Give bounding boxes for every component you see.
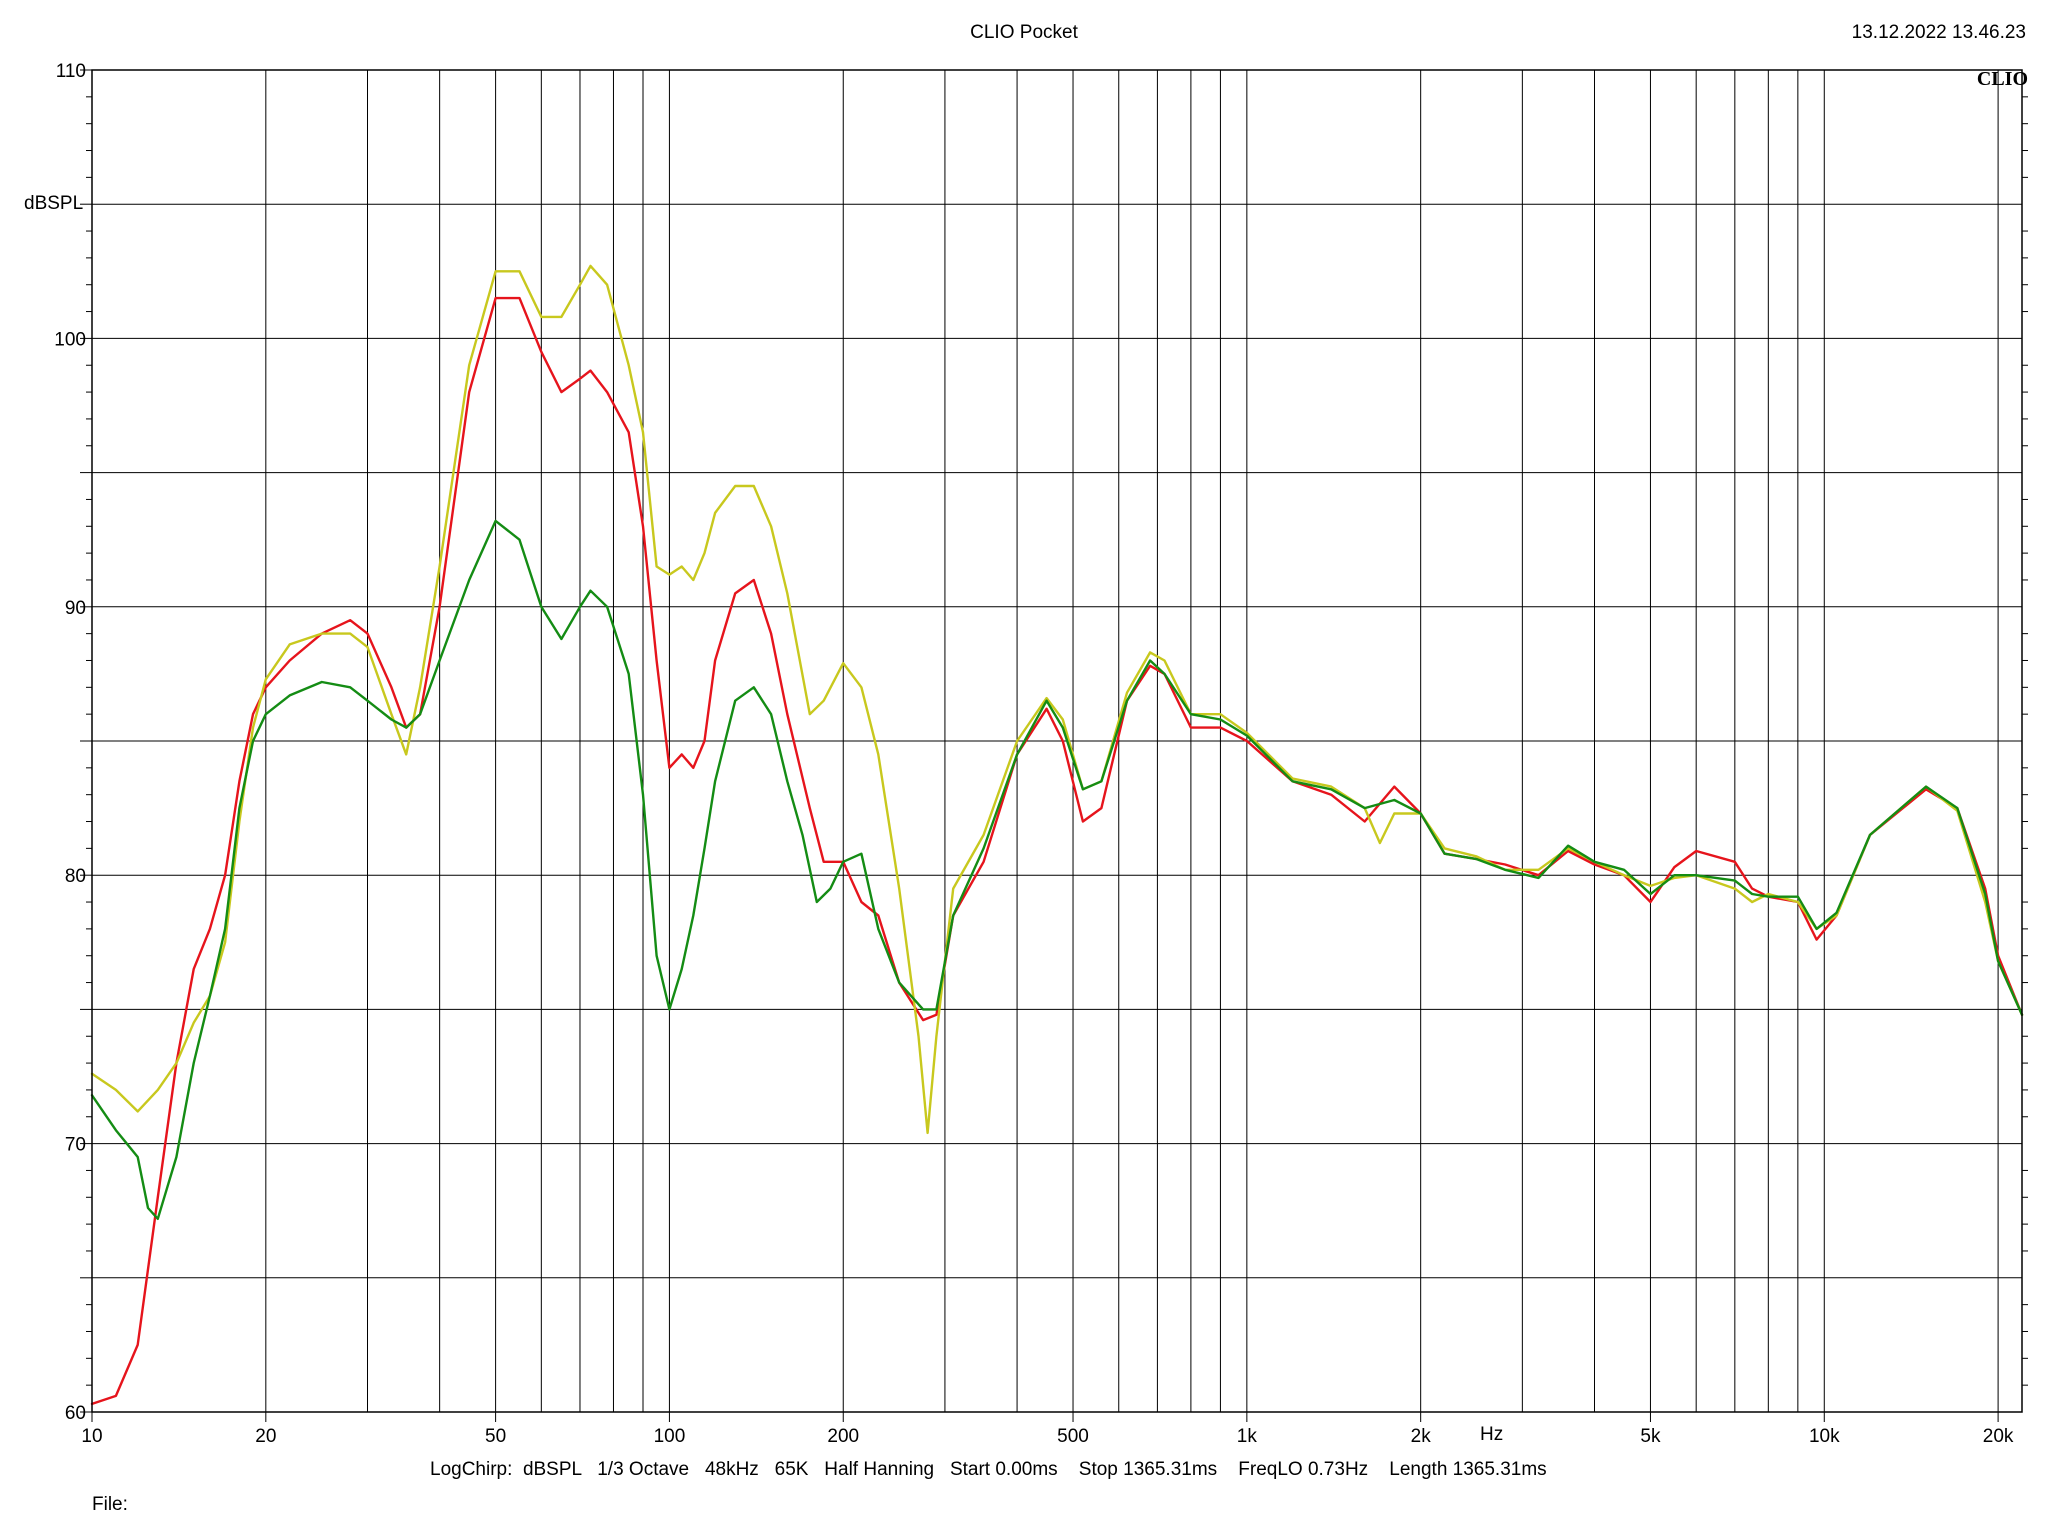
series-line-2 <box>90 264 2024 1135</box>
x-tick-label: 100 <box>654 1426 686 1447</box>
y-tick-label: 80 <box>65 866 86 887</box>
x-tick-label: 1k <box>1237 1426 1258 1447</box>
x-tick-label: 500 <box>1057 1426 1089 1447</box>
measurement-parameters: LogChirp: dBSPL 1/3 Octave 48kHz 65K Hal… <box>430 1459 1547 1480</box>
x-tick-label: 20k <box>1983 1426 2014 1447</box>
y-tick-label: 70 <box>65 1135 86 1156</box>
file-label: File: <box>92 1494 128 1515</box>
x-tick-label: 10 <box>81 1426 102 1447</box>
series-line-1 <box>90 296 2024 1406</box>
x-tick-label: 50 <box>485 1426 506 1447</box>
brand-logo-text: CLIO <box>1976 68 2028 90</box>
y-tick-label: 60 <box>65 1403 86 1424</box>
x-tick-label: 2k <box>1411 1426 1432 1447</box>
y-tick-label: 90 <box>65 598 86 619</box>
timestamp: 13.12.2022 13.46.23 <box>1851 22 2026 43</box>
plot-frame <box>91 69 2023 1413</box>
y-tick-label: 110 <box>56 61 86 82</box>
x-tick-label: 10k <box>1809 1426 1840 1447</box>
window-title: CLIO Pocket <box>970 22 1078 43</box>
y-tick-label: 100 <box>54 329 86 350</box>
x-tick-label: 200 <box>827 1426 859 1447</box>
y-axis-label: dBSPL <box>24 193 84 214</box>
x-tick-label: 20 <box>255 1426 276 1447</box>
x-tick-label: 5k <box>1640 1426 1661 1447</box>
series-line-3 <box>90 519 2024 1220</box>
x-axis-unit-label: Hz <box>1480 1424 1504 1445</box>
